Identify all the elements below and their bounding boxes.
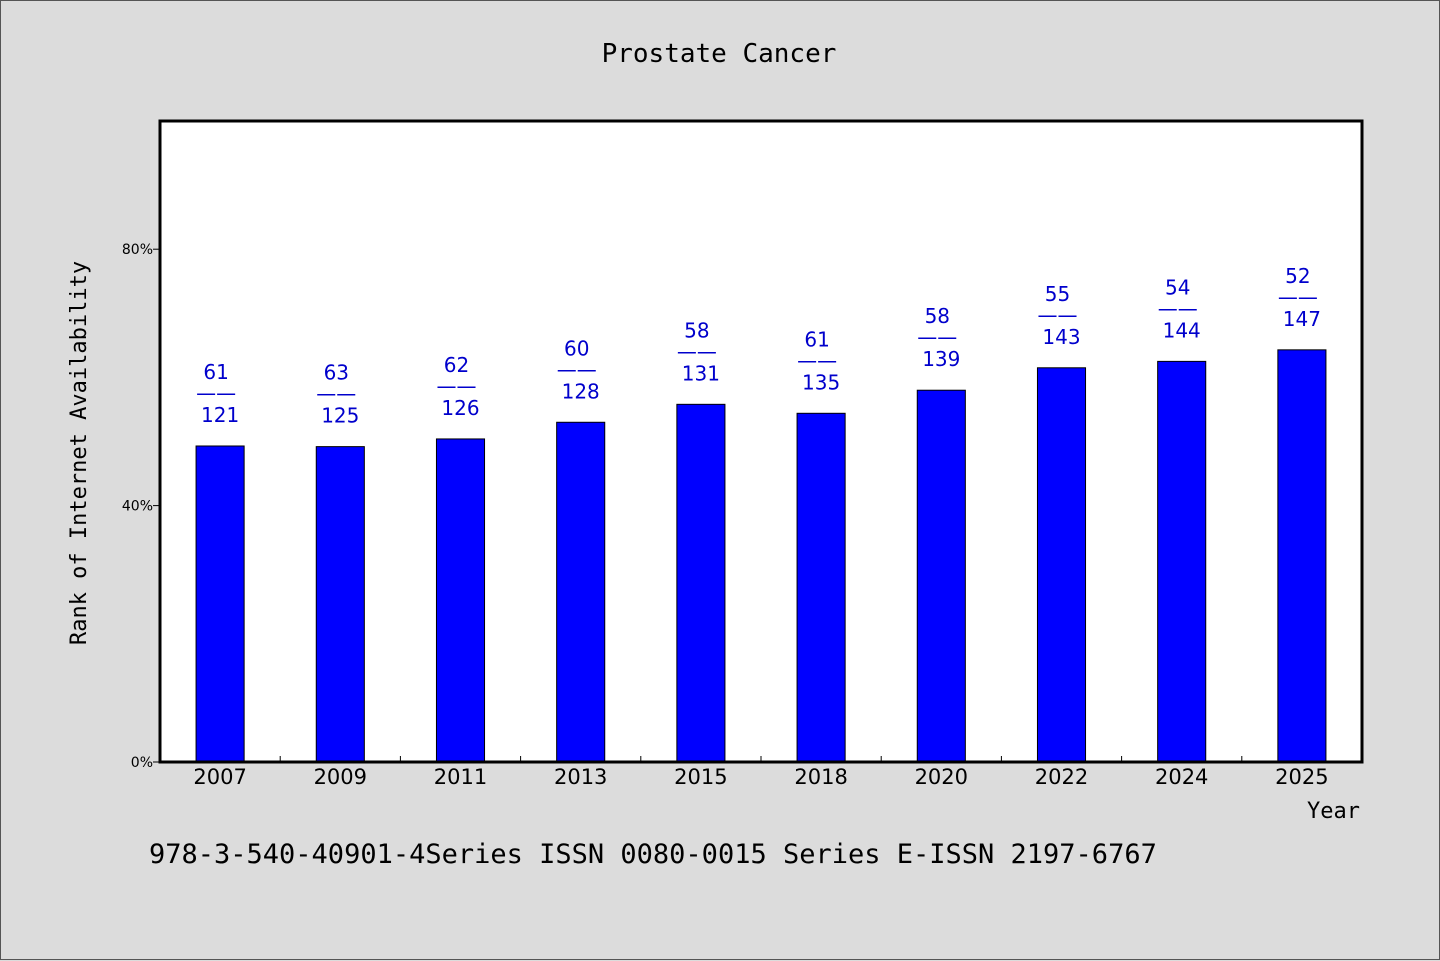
bar-2022 bbox=[1036, 367, 1087, 763]
bar-label-sep-2009: —— bbox=[316, 382, 356, 406]
bar-label-sep-2007: —— bbox=[196, 381, 236, 405]
bar-label-top-2024: 54 bbox=[1165, 275, 1190, 299]
bar-2020 bbox=[916, 389, 966, 763]
bar-label-bottom-2024: 144 bbox=[1163, 318, 1201, 342]
x-tick-label-2013: 2013 bbox=[554, 765, 607, 789]
bar-label-bottom-2015: 131 bbox=[682, 361, 720, 385]
bar-2013 bbox=[556, 421, 606, 763]
bar-label-top-2020: 58 bbox=[925, 304, 950, 328]
bar-2018 bbox=[796, 412, 846, 763]
x-axis-ticks: 2007 2009 2011 2013 2015 2018 2020 2022 2024 2025 bbox=[193, 756, 1329, 789]
bar-label-top-2013: 60 bbox=[564, 336, 589, 360]
bar-label-sep-2020: —— bbox=[917, 325, 957, 349]
bar-label-top-2025: 52 bbox=[1285, 264, 1310, 288]
x-tick-label-2015: 2015 bbox=[674, 765, 727, 789]
bar-2011 bbox=[435, 438, 486, 763]
bar-label-top-2009: 63 bbox=[324, 361, 349, 385]
x-axis-label: Year bbox=[1307, 799, 1360, 824]
bar-label-top-2022: 55 bbox=[1045, 282, 1070, 306]
bar-2015 bbox=[676, 403, 726, 763]
bar-label-sep-2022: —— bbox=[1038, 303, 1078, 327]
y-axis-ticks: 0% 40% 80% bbox=[122, 242, 160, 771]
bar-label-bottom-2022: 143 bbox=[1042, 325, 1080, 349]
x-tick-label-2025: 2025 bbox=[1275, 765, 1328, 789]
bar-label-top-2015: 58 bbox=[684, 318, 709, 342]
y-tick-label-80: 80% bbox=[122, 242, 153, 258]
x-tick-label-2011: 2011 bbox=[434, 765, 487, 789]
bar-2009 bbox=[315, 446, 365, 763]
bar-label-bottom-2007: 121 bbox=[201, 403, 239, 427]
x-tick-label-2020: 2020 bbox=[915, 765, 968, 789]
bar-label-bottom-2025: 147 bbox=[1283, 307, 1321, 331]
chart-title: Prostate Cancer bbox=[602, 39, 837, 69]
bar-label-bottom-2009: 125 bbox=[321, 404, 359, 428]
bar-label-bottom-2018: 135 bbox=[802, 370, 840, 394]
x-tick-label-2009: 2009 bbox=[314, 765, 367, 789]
bar-label-top-2018: 61 bbox=[804, 327, 829, 351]
y-axis-label: Rank of Internet Availability bbox=[67, 261, 92, 645]
bar-label-sep-2011: —— bbox=[437, 374, 477, 398]
x-tick-label-2024: 2024 bbox=[1155, 765, 1208, 789]
x-tick-label-2007: 2007 bbox=[193, 765, 246, 789]
bars-group bbox=[195, 349, 1327, 763]
bar-label-sep-2018: —— bbox=[797, 348, 837, 372]
y-tick-label-0: 0% bbox=[131, 755, 153, 771]
bar-2024 bbox=[1157, 360, 1207, 763]
bar-label-bottom-2020: 139 bbox=[922, 347, 960, 371]
y-tick-label-40: 40% bbox=[122, 499, 153, 515]
bar-label-bottom-2011: 126 bbox=[441, 396, 479, 420]
x-tick-label-2018: 2018 bbox=[794, 765, 847, 789]
bar-label-top-2011: 62 bbox=[444, 353, 469, 377]
bar-2025 bbox=[1277, 349, 1327, 763]
x-tick-label-2022: 2022 bbox=[1035, 765, 1088, 789]
bar-labels-group: 61——12163——12562——12660——12858——13161——1… bbox=[196, 264, 1321, 428]
bar-label-top-2007: 61 bbox=[203, 360, 228, 384]
bar-label-sep-2025: —— bbox=[1278, 285, 1318, 309]
bar-label-bottom-2013: 128 bbox=[562, 379, 600, 403]
footer-isbn-issn: 978-3-540-40901-4Series ISSN 0080-0015 S… bbox=[149, 839, 1157, 870]
bar-label-sep-2015: —— bbox=[677, 339, 717, 363]
bar-label-sep-2024: —— bbox=[1158, 296, 1198, 320]
bar-2007 bbox=[195, 445, 245, 763]
bar-label-sep-2013: —— bbox=[557, 357, 597, 381]
